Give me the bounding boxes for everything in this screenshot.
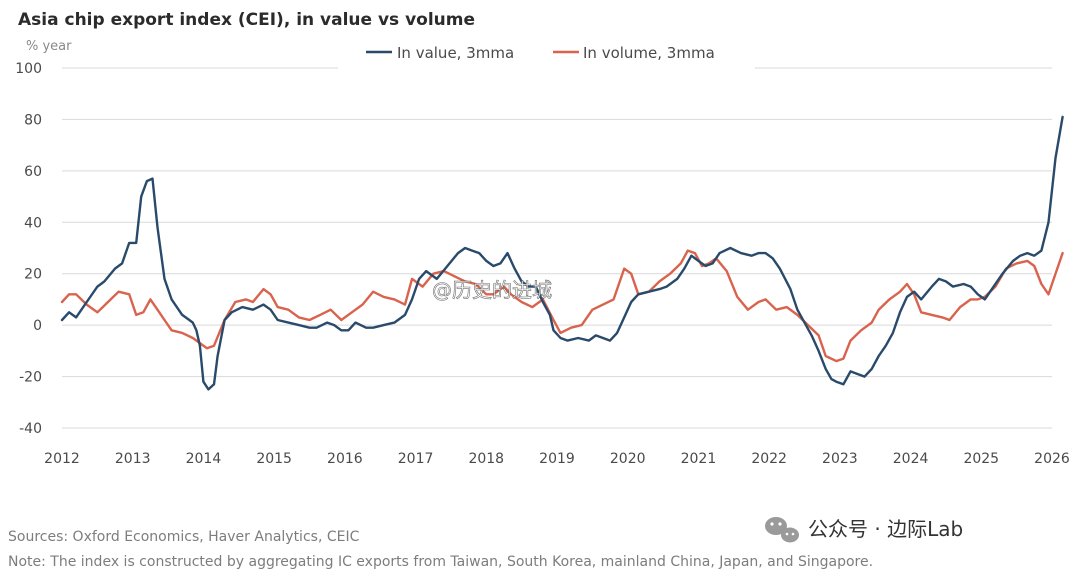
legend-label-value: In value, 3mma: [397, 44, 514, 62]
x-tick-label: 2026: [1034, 451, 1070, 467]
series-line-volume: [60, 249, 1064, 363]
x-tick-label: 2020: [610, 451, 646, 467]
y-tick-label: 0: [33, 318, 42, 334]
legend-label-volume: In volume, 3mma: [583, 44, 715, 62]
y-tick-label: 80: [24, 112, 42, 128]
x-tick-label: 2023: [822, 451, 858, 467]
y-tick-label: 100: [15, 61, 42, 77]
x-tick-label: 2016: [327, 451, 363, 467]
x-tick-label: 2022: [751, 451, 787, 467]
x-tick-label: 2013: [115, 451, 151, 467]
grid-lines: [62, 67, 1052, 429]
x-tick-label: 2017: [398, 451, 434, 467]
x-tick-label: 2015: [256, 451, 292, 467]
y-tick-label: 20: [24, 267, 42, 283]
y-tick-label: 40: [24, 215, 42, 231]
x-axis-ticks: 2012 2013 2014 2015 2016 2017 2018 2019 2020 2021…: [44, 451, 1070, 467]
x-tick-label: 2018: [468, 451, 504, 467]
y-tick-label: -40: [19, 421, 42, 437]
series-lines: [60, 115, 1064, 391]
legend: In value, 3mma In volume, 3mma: [366, 44, 715, 62]
sources-text: Sources: Oxford Economics, Haver Analyti…: [8, 529, 360, 545]
y-axis-ticks: 100 80 60 40 20 0 -20 -40: [15, 61, 42, 437]
wechat-icon: [765, 517, 799, 543]
note-text: Note: The index is constructed by aggreg…: [8, 554, 873, 570]
x-tick-label: 2024: [893, 451, 929, 467]
y-tick-label: 60: [24, 164, 42, 180]
x-tick-label: 2019: [539, 451, 575, 467]
x-tick-label: 2012: [44, 451, 80, 467]
x-tick-label: 2014: [186, 451, 222, 467]
x-tick-label: 2025: [963, 451, 999, 467]
watermark-text: @历史的进城: [432, 278, 552, 302]
brand-text: 公众号 · 边际Lab: [808, 517, 963, 541]
x-tick-label: 2021: [681, 451, 717, 467]
y-axis-unit-label: % year: [26, 39, 72, 54]
brand-badge: 公众号 · 边际Lab: [765, 517, 963, 543]
chart-title: Asia chip export index (CEI), in value v…: [18, 10, 475, 30]
series-line-value: [60, 115, 1064, 391]
y-tick-label: -20: [19, 370, 42, 386]
